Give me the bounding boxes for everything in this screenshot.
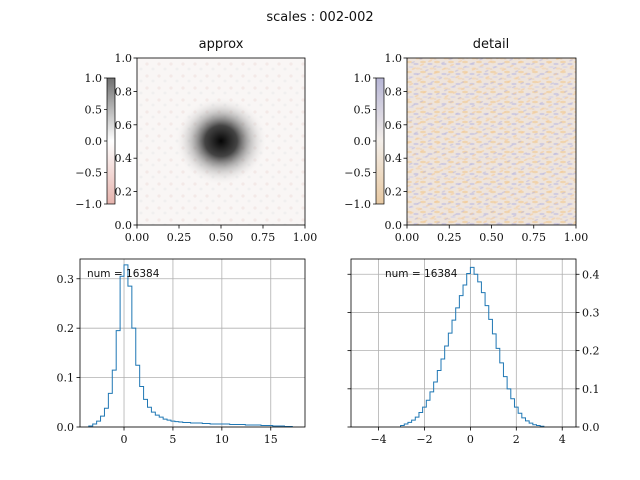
approx-colorbar-tick-label: −0.5: [75, 167, 102, 180]
approx-y-tick-label: 0.2: [115, 186, 133, 199]
approx-x-tick-label: 0.75: [251, 231, 276, 244]
approx-title: approx: [199, 37, 244, 52]
approx-x-tick-label: 0.25: [167, 231, 192, 244]
approx-y-tick-label: 0.8: [115, 85, 133, 98]
approx-y-tick-label: 0.6: [115, 119, 133, 132]
detail-x-tick-label: 0.00: [395, 231, 420, 244]
approx-x-tick-label: 1.00: [293, 231, 318, 244]
detail-x-ticks: 0.00 0.25 0.50 0.75 1.00: [395, 225, 589, 244]
hist2-y-tick-label: 0.4: [582, 268, 600, 281]
detail-colorbar-tick-label: 0.0: [354, 135, 372, 148]
hist1-y-tick-label: 0.3: [57, 273, 75, 286]
hist2-y-tick-label: 0.3: [582, 306, 600, 319]
detail-colorbar: [375, 77, 385, 205]
hist2-x-tick-label: 4: [559, 433, 566, 446]
detail-y-tick-label: 1.0: [385, 52, 403, 65]
hist1-y-tick-label: 0.1: [57, 372, 75, 385]
approx-colorbar-tick-label: −1.0: [75, 198, 102, 211]
detail-histogram-ticks: −4 −2 0 2 4 0.0 0.1 0.2 0.3 0.4: [347, 268, 600, 446]
hist2-x-tick-label: −4: [370, 433, 386, 446]
detail-y-tick-label: 0.4: [385, 152, 403, 165]
detail-y-tick-label: 0.2: [385, 186, 403, 199]
detail-histogram-panel: −4 −2 0 2 4 0.0 0.1 0.2 0.3 0.4 num = 16384: [347, 258, 600, 446]
hist1-x-tick-label: 5: [169, 433, 176, 446]
hist2-x-tick-label: −2: [416, 433, 432, 446]
hist2-x-tick-label: 0: [467, 433, 474, 446]
hist2-y-tick-label: 0.1: [582, 383, 600, 396]
approx-y-tick-label: 1.0: [115, 52, 133, 65]
figure-suptitle: scales : 002-002: [266, 10, 373, 25]
approx-x-tick-label: 0.50: [209, 231, 234, 244]
approx-panel: approx 0.00 0.25 0.50 0.75 1.00 0.0 0.2 0.4 0.6…: [75, 37, 317, 244]
hist2-x-tick-label: 2: [513, 433, 520, 446]
approx-histogram-series: [88, 264, 293, 428]
detail-y-ticks: 0.0 0.2 0.4 0.6 0.8 1.0: [385, 52, 407, 232]
detail-x-tick-label: 0.50: [479, 231, 504, 244]
approx-colorbar-tick-label: 1.0: [85, 72, 103, 85]
detail-image-texture: [407, 58, 576, 225]
detail-x-tick-label: 0.75: [522, 231, 547, 244]
hist2-y-tick-label: 0.0: [582, 421, 600, 434]
detail-histogram-series: [400, 266, 545, 427]
approx-x-tick-label: 0.00: [125, 231, 150, 244]
detail-histogram-frame: [350, 258, 577, 428]
approx-histogram-ticks: 0 5 10 15 0.0 0.1 0.2 0.3: [57, 273, 278, 446]
detail-y-tick-label: 0.0: [385, 219, 403, 232]
detail-y-tick-label: 0.8: [385, 85, 403, 98]
approx-histogram-panel: 0 5 10 15 0.0 0.1 0.2 0.3 num = 16384: [57, 258, 306, 446]
approx-y-tick-label: 0.0: [115, 219, 133, 232]
detail-histogram-grid: [351, 259, 576, 428]
detail-x-tick-label: 1.00: [564, 231, 589, 244]
approx-colorbar-tick-label: 0.5: [85, 104, 103, 117]
approx-y-tick-label: 0.4: [115, 152, 133, 165]
detail-colorbar-tick-label: 1.0: [354, 72, 372, 85]
detail-title: detail: [473, 37, 510, 52]
detail-histogram-count: num = 16384: [385, 268, 458, 280]
approx-blob: [175, 97, 267, 185]
approx-histogram-count: num = 16384: [87, 268, 160, 280]
hist1-x-tick-label: 0: [121, 433, 128, 446]
hist1-x-tick-label: 10: [215, 433, 229, 446]
approx-colorbar: [106, 77, 116, 205]
approx-colorbar-ticks: −1.0 −0.5 0.0 0.5 1.0: [75, 72, 107, 211]
hist1-y-tick-label: 0.0: [57, 421, 75, 434]
approx-histogram-frame: [79, 258, 306, 428]
detail-y-tick-label: 0.6: [385, 119, 403, 132]
approx-x-ticks: 0.00 0.25 0.50 0.75 1.00: [125, 225, 318, 244]
hist1-x-tick-label: 15: [264, 433, 278, 446]
detail-x-tick-label: 0.25: [437, 231, 462, 244]
detail-colorbar-tick-label: −1.0: [344, 198, 371, 211]
hist2-y-tick-label: 0.2: [582, 345, 600, 358]
approx-histogram-grid: [80, 259, 305, 428]
detail-colorbar-tick-label: 0.5: [354, 104, 372, 117]
approx-colorbar-tick-label: 0.0: [85, 135, 103, 148]
detail-panel: detail 0.00 0.25 0.50 0.75 1.00 0.0 0.2 0.4 0.6…: [344, 37, 588, 244]
detail-colorbar-tick-label: −0.5: [344, 167, 371, 180]
detail-colorbar-ticks: −1.0 −0.5 0.0 0.5 1.0: [344, 72, 376, 211]
hist1-y-tick-label: 0.2: [57, 322, 75, 335]
approx-y-ticks: 0.0 0.2 0.4 0.6 0.8 1.0: [115, 52, 137, 232]
